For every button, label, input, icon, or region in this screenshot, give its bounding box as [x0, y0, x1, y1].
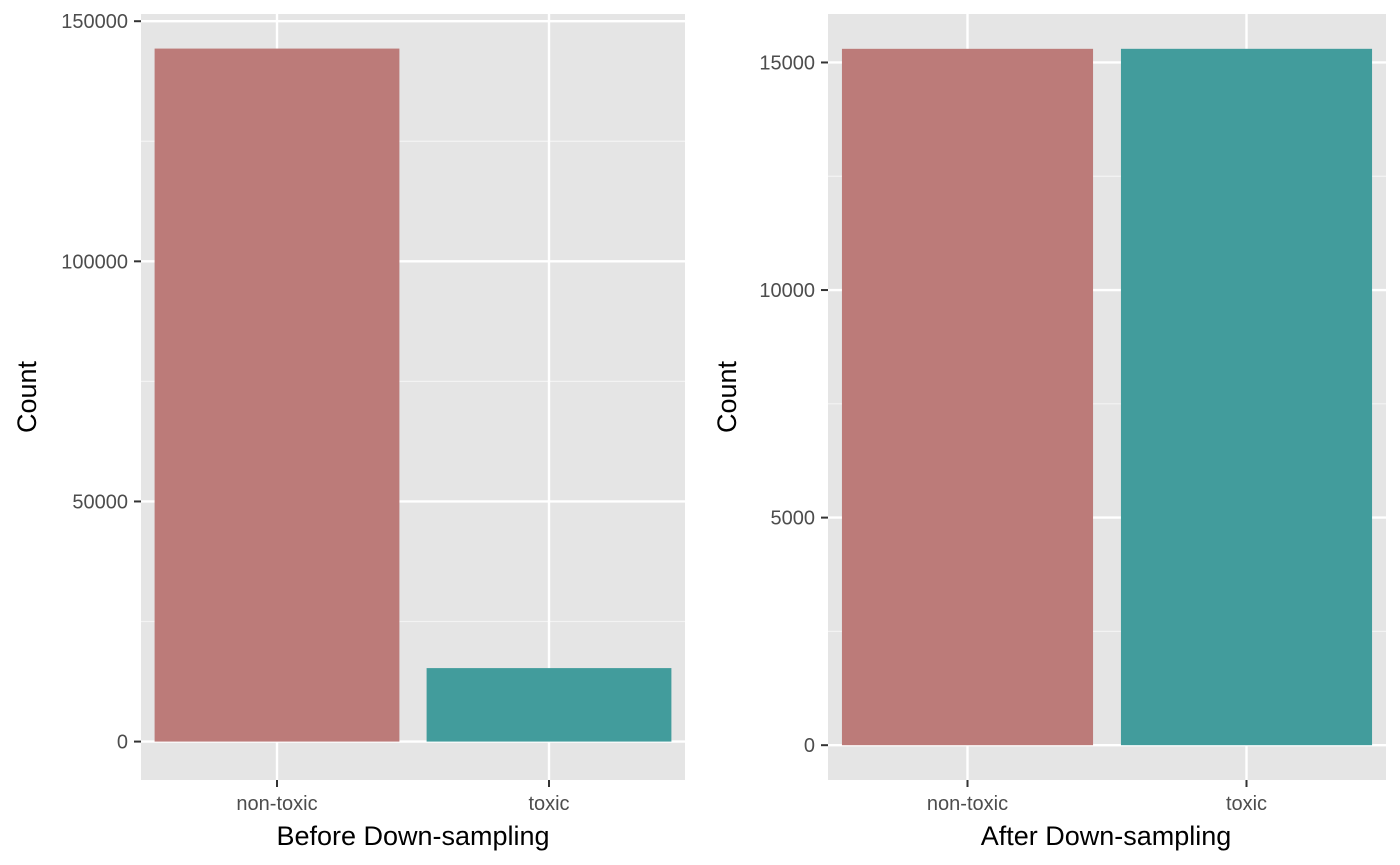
y-tick-label: 5000	[771, 508, 816, 530]
bar-non-toxic	[841, 48, 1094, 746]
panel-before: 0 50000 100000 150000 non-toxic toxic Before D…	[12, 11, 685, 851]
y-axis-title: Count	[712, 360, 742, 433]
x-tick-label: toxic	[1226, 793, 1267, 815]
y-tick-label: 10000	[759, 280, 815, 302]
panel-after: 0 5000 10000 15000 non-toxic toxic After Down-…	[712, 14, 1386, 851]
bar-toxic	[426, 668, 672, 742]
x-tick-label: non-toxic	[927, 793, 1008, 815]
x-tick-label: non-toxic	[236, 793, 317, 815]
y-axis-title: Count	[12, 360, 42, 433]
y-tick-label: 0	[117, 732, 128, 754]
y-tick-label: 15000	[759, 52, 815, 74]
x-tick-label: toxic	[528, 793, 569, 815]
bar-non-toxic	[154, 48, 400, 742]
x-axis-title: Before Down-sampling	[276, 821, 549, 851]
x-axis-title: After Down-sampling	[981, 821, 1232, 851]
y-tick-label: 100000	[61, 251, 128, 273]
y-tick-label: 150000	[61, 11, 128, 33]
y-tick-label: 50000	[72, 491, 128, 513]
y-tick-label: 0	[804, 735, 815, 757]
bar-toxic	[1120, 48, 1373, 746]
